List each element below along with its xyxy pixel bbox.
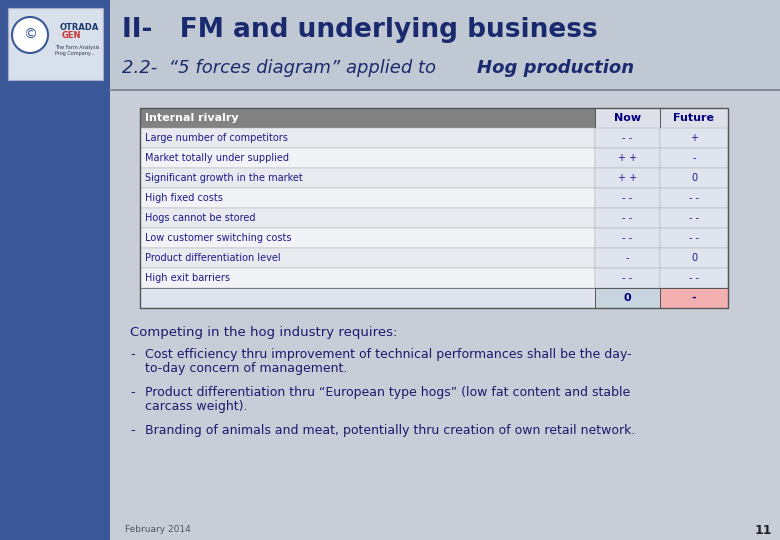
Text: Prog Company...: Prog Company... <box>55 51 94 57</box>
Bar <box>595 188 660 208</box>
Bar <box>660 108 728 128</box>
Bar <box>140 228 595 248</box>
Text: -: - <box>130 424 135 437</box>
Bar <box>595 228 660 248</box>
Text: - -: - - <box>689 193 699 203</box>
Text: -: - <box>130 386 135 399</box>
Bar <box>595 108 660 128</box>
Text: 0: 0 <box>624 293 631 303</box>
Bar <box>140 168 595 188</box>
Text: Hogs cannot be stored: Hogs cannot be stored <box>145 213 256 223</box>
Bar <box>140 188 595 208</box>
Bar <box>595 248 660 268</box>
Bar <box>595 268 660 288</box>
Bar <box>140 288 595 308</box>
Bar <box>595 288 660 308</box>
Text: Future: Future <box>673 113 714 123</box>
Bar <box>140 108 728 308</box>
Text: Large number of competitors: Large number of competitors <box>145 133 288 143</box>
Text: - -: - - <box>622 273 633 283</box>
Text: -: - <box>692 293 697 303</box>
Text: The Farm Analysis: The Farm Analysis <box>55 45 99 51</box>
Text: OTRADA: OTRADA <box>60 24 99 32</box>
Text: Branding of animals and meat, potentially thru creation of own retail network.: Branding of animals and meat, potentiall… <box>145 424 636 437</box>
Text: 0: 0 <box>691 253 697 263</box>
Bar <box>660 248 728 268</box>
Text: ©: © <box>23 28 37 42</box>
Bar <box>595 168 660 188</box>
Text: 11: 11 <box>754 523 772 537</box>
Text: High exit barriers: High exit barriers <box>145 273 230 283</box>
Bar <box>660 268 728 288</box>
Text: GEN: GEN <box>62 31 81 40</box>
Text: -: - <box>130 348 135 361</box>
Text: +: + <box>690 133 698 143</box>
Text: II-   FM and underlying business: II- FM and underlying business <box>122 17 597 43</box>
Bar <box>595 208 660 228</box>
Bar <box>140 208 595 228</box>
Text: - -: - - <box>622 233 633 243</box>
Text: Internal rivalry: Internal rivalry <box>145 113 239 123</box>
Text: -: - <box>626 253 629 263</box>
Bar <box>140 148 595 168</box>
Text: Cost efficiency thru improvement of technical performances shall be the day-: Cost efficiency thru improvement of tech… <box>145 348 632 361</box>
Bar <box>110 0 780 90</box>
Text: - -: - - <box>622 213 633 223</box>
Text: + +: + + <box>618 153 637 163</box>
Text: carcass weight).: carcass weight). <box>145 400 247 413</box>
Text: - -: - - <box>689 233 699 243</box>
Text: + +: + + <box>618 173 637 183</box>
Bar <box>660 208 728 228</box>
Text: -: - <box>693 153 696 163</box>
Text: Significant growth in the market: Significant growth in the market <box>145 173 303 183</box>
Text: February 2014: February 2014 <box>125 525 191 535</box>
Bar <box>660 148 728 168</box>
Bar <box>140 248 595 268</box>
Bar <box>0 0 110 540</box>
Circle shape <box>12 17 48 53</box>
Text: Market totally under supplied: Market totally under supplied <box>145 153 289 163</box>
Text: - -: - - <box>689 213 699 223</box>
Bar <box>660 128 728 148</box>
Text: Competing in the hog industry requires:: Competing in the hog industry requires: <box>130 326 397 339</box>
Bar <box>595 148 660 168</box>
Text: - -: - - <box>622 133 633 143</box>
Text: - -: - - <box>622 193 633 203</box>
Text: Hog production: Hog production <box>477 59 634 77</box>
Bar <box>660 188 728 208</box>
Text: High fixed costs: High fixed costs <box>145 193 223 203</box>
Bar <box>140 268 595 288</box>
Bar <box>595 128 660 148</box>
Bar <box>140 128 595 148</box>
Text: - -: - - <box>689 273 699 283</box>
Bar <box>660 228 728 248</box>
Bar <box>660 168 728 188</box>
Bar <box>660 288 728 308</box>
Bar <box>8 8 103 80</box>
Text: Now: Now <box>614 113 641 123</box>
Text: 2.2-  “5 forces diagram” applied to: 2.2- “5 forces diagram” applied to <box>122 59 441 77</box>
Text: 0: 0 <box>691 173 697 183</box>
Text: Low customer switching costs: Low customer switching costs <box>145 233 292 243</box>
Bar <box>140 108 595 128</box>
Text: Product differentiation level: Product differentiation level <box>145 253 281 263</box>
Text: to-day concern of management.: to-day concern of management. <box>145 362 347 375</box>
Text: Product differentiation thru “European type hogs” (low fat content and stable: Product differentiation thru “European t… <box>145 386 630 399</box>
